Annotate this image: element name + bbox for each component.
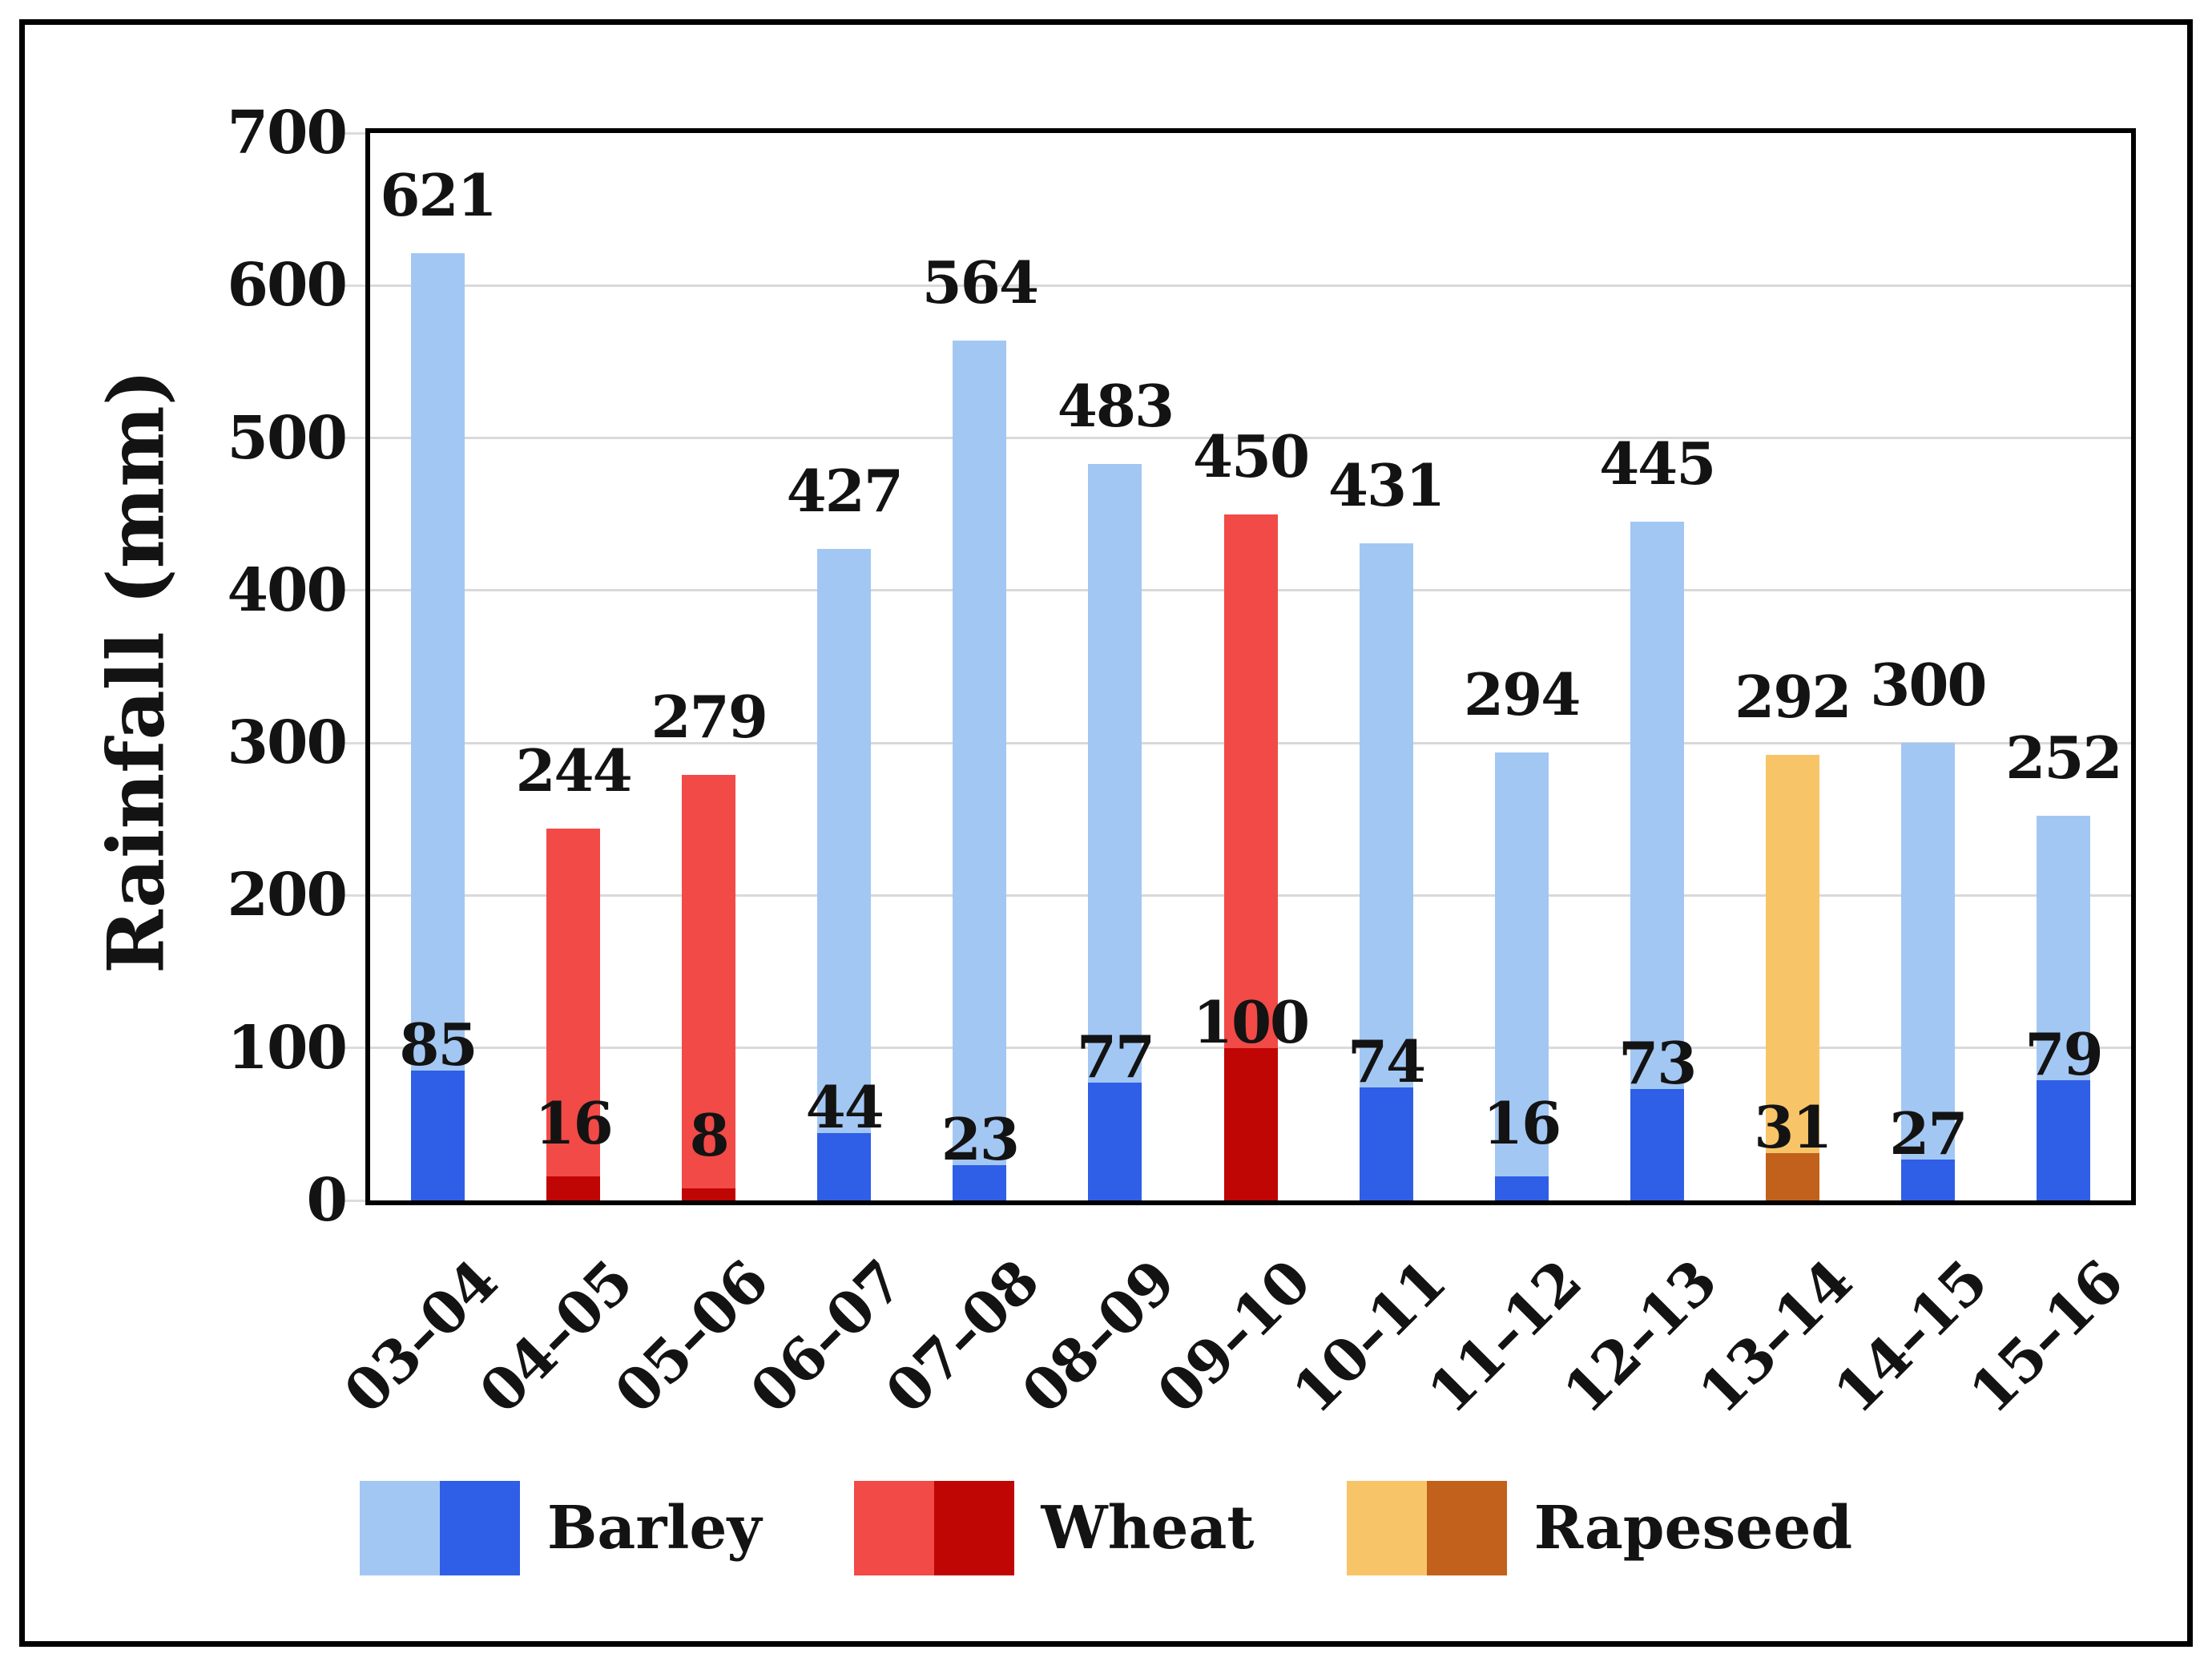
legend-entry-wheat: Wheat	[853, 1481, 1255, 1575]
y-tick	[343, 741, 365, 744]
legend: Barley Wheat Rapeseed	[0, 1481, 2212, 1575]
bar-base-label: 44	[805, 1073, 884, 1142]
bar-total-segment	[411, 253, 465, 1200]
bar-base-segment	[546, 1176, 601, 1200]
bar-base-segment	[1900, 1159, 1955, 1200]
bar-base-segment	[1630, 1089, 1684, 1200]
legend-swatch-dark	[933, 1481, 1014, 1575]
bar-total-label: 427	[786, 457, 904, 526]
bar-total-label: 564	[921, 248, 1039, 317]
bar-base-segment	[1494, 1176, 1549, 1200]
bar-base-label: 85	[399, 1010, 477, 1079]
y-tick	[343, 284, 365, 287]
gridline	[370, 284, 2131, 287]
y-tick	[343, 894, 365, 897]
bar-base-segment	[682, 1188, 736, 1200]
bar-total-segment	[953, 340, 1007, 1200]
bar-total-label: 244	[515, 736, 632, 805]
y-tick-label: 100	[227, 1013, 348, 1083]
bar-base-segment	[817, 1133, 872, 1200]
bar-total-label: 445	[1599, 430, 1716, 498]
bar-total-segment	[1630, 522, 1684, 1200]
y-tick-label: 500	[227, 403, 348, 473]
bar-base-label: 8	[689, 1100, 730, 1169]
y-tick-label: 400	[227, 555, 348, 625]
bar-total-segment	[1088, 463, 1142, 1200]
bar-base-label: 23	[941, 1105, 1020, 1174]
bar-total-label: 279	[651, 683, 768, 752]
bar-base-segment	[2036, 1079, 2090, 1200]
legend-label: Rapeseed	[1533, 1494, 1853, 1563]
y-tick-label: 0	[306, 1166, 348, 1235]
bar-total-label: 300	[1870, 651, 1987, 720]
bar-base-label: 16	[534, 1088, 614, 1157]
bar-total-segment	[1494, 752, 1549, 1200]
bar-total-label: 621	[380, 161, 497, 230]
legend-entry-rapeseed: Rapeseed	[1346, 1481, 1853, 1575]
legend-swatch-light	[359, 1481, 440, 1575]
legend-swatch-light	[1346, 1481, 1427, 1575]
legend-label: Wheat	[1041, 1494, 1255, 1563]
y-tick	[343, 589, 365, 592]
legend-swatch-dark	[1426, 1481, 1507, 1575]
y-tick-label: 300	[227, 708, 348, 778]
y-tick	[343, 131, 365, 135]
bar-total-segment	[1765, 755, 1819, 1200]
bar-base-label: 31	[1754, 1093, 1832, 1161]
bar-base-label: 79	[2025, 1019, 2103, 1088]
bar-total-segment	[817, 549, 872, 1200]
legend-entry-barley: Barley	[359, 1481, 762, 1575]
bar-total-label: 450	[1192, 422, 1310, 490]
y-tick-label: 600	[227, 251, 348, 321]
y-tick	[343, 437, 365, 440]
bar-total-label: 292	[1735, 663, 1851, 732]
bar-base-label: 16	[1483, 1088, 1561, 1157]
bar-base-segment	[1223, 1047, 1278, 1200]
bar-base-segment	[1359, 1087, 1413, 1200]
bar-base-label: 73	[1618, 1029, 1697, 1098]
bar-base-label: 100	[1192, 987, 1310, 1056]
bar-total-label: 294	[1463, 660, 1581, 728]
outer-border	[19, 19, 2193, 1647]
bar-total-segment	[546, 828, 601, 1200]
bar-total-label: 431	[1328, 450, 1445, 519]
bar-total-segment	[1900, 743, 1955, 1200]
y-axis-label: Rainfall (mm)	[91, 369, 182, 974]
bar-total-label: 483	[1057, 371, 1174, 440]
plot-inner: 621 85 244 16 279 8 427 44 564 23 483 77 450 100 431 74…	[370, 133, 2131, 1200]
bar-base-segment	[1088, 1083, 1142, 1200]
plot-area: 621 85 244 16 279 8 427 44 564 23 483 77 450 100 431 74…	[365, 128, 2136, 1205]
y-tick	[343, 1199, 365, 1202]
bar-base-label: 77	[1076, 1023, 1155, 1091]
bar-total-label: 252	[2005, 724, 2122, 793]
bar-base-segment	[953, 1165, 1007, 1200]
bar-base-label: 27	[1889, 1099, 1968, 1168]
legend-swatch-dark	[439, 1481, 520, 1575]
y-tick	[343, 1047, 365, 1050]
y-tick-label: 700	[227, 99, 348, 167]
bar-base-label: 74	[1347, 1027, 1426, 1096]
bar-total-segment	[682, 775, 736, 1200]
y-tick-label: 200	[227, 861, 348, 930]
bar-base-segment	[1765, 1153, 1819, 1200]
legend-label: Barley	[546, 1494, 762, 1563]
bar-base-segment	[411, 1071, 465, 1200]
gridline	[370, 437, 2131, 440]
legend-swatch-light	[853, 1481, 934, 1575]
